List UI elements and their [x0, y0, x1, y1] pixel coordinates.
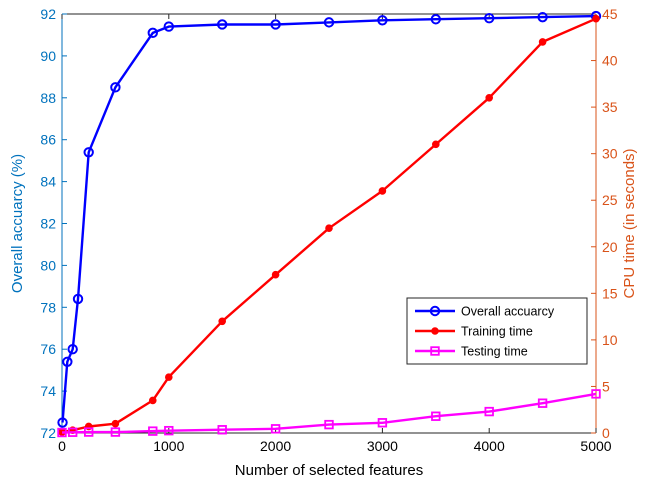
data-point-overall-accuarcy	[537, 11, 548, 23]
y-right-tick-label: 30	[602, 146, 618, 162]
y-left-tick-label: 86	[40, 132, 56, 148]
x-tick-label: 1000	[153, 438, 184, 454]
legend-marker-overall-accuarcy	[429, 305, 441, 317]
data-point-testing-time	[537, 398, 548, 408]
data-point-overall-accuarcy	[163, 21, 175, 32]
data-point-testing-time	[377, 418, 388, 428]
data-point-testing-time	[148, 426, 158, 436]
data-point-testing-time	[484, 406, 494, 417]
data-point-training-time	[485, 94, 494, 102]
y-right-tick-label: 25	[602, 192, 618, 208]
y-left-tick-label: 84	[40, 174, 56, 190]
y-left-tick-label: 82	[40, 216, 56, 232]
data-point-training-time	[592, 14, 600, 23]
y-right-tick-label: 45	[602, 6, 618, 22]
y-left-tick-label: 76	[40, 341, 56, 357]
data-point-testing-time	[57, 427, 67, 438]
y-right-tick-label: 15	[602, 285, 618, 301]
legend-marker-testing-time	[430, 346, 440, 356]
data-point-overall-accuarcy	[270, 19, 281, 30]
data-point-testing-time	[217, 425, 227, 435]
y-axis-right-title: CPU time (in seconds)	[621, 148, 638, 298]
x-axis-title: Number of selected features	[235, 462, 423, 479]
data-point-overall-accuarcy	[83, 147, 94, 158]
data-point-overall-accuarcy	[62, 356, 73, 367]
y-left-tick-label: 92	[40, 6, 56, 22]
data-point-testing-time	[110, 427, 121, 437]
data-point-testing-time	[324, 419, 334, 430]
data-point-testing-time	[84, 427, 94, 437]
y-left-tick-label: 78	[40, 299, 56, 315]
y-right-tick-label: 0	[602, 425, 610, 441]
legend: Overall accuarcy Training time Testing tim…	[406, 297, 588, 365]
legend-label-overall-accuarcy: Overall accuarcy	[461, 305, 555, 319]
x-tick-label: 3000	[367, 438, 398, 454]
data-point-training-time	[148, 396, 157, 405]
data-point-training-time	[325, 224, 333, 232]
x-tick-label: 0	[58, 438, 66, 454]
data-point-overall-accuarcy	[377, 15, 388, 26]
data-point-training-time	[165, 373, 173, 381]
y-left-tick-label: 90	[40, 48, 56, 64]
y-right-tick-label: 5	[602, 378, 610, 394]
data-point-training-time	[218, 317, 226, 326]
y-left-tick-label: 80	[40, 257, 56, 273]
data-point-overall-accuarcy	[72, 293, 84, 305]
series-testing-time	[57, 389, 601, 438]
y-axis-left-title: Overall accuarcy (%)	[9, 154, 26, 293]
legend-label-training-time: Training time	[461, 325, 533, 339]
x-tick-label: 5000	[580, 438, 611, 454]
data-point-overall-accuarcy	[147, 27, 158, 39]
legend-label-testing-time: Testing time	[461, 345, 528, 359]
y-left-tick-label: 88	[40, 90, 56, 106]
series-line-training-time	[61, 17, 597, 434]
data-point-overall-accuarcy	[484, 12, 495, 24]
data-point-overall-accuarcy	[57, 417, 68, 428]
data-point-training-time	[271, 270, 280, 279]
y-right-tick-label: 20	[602, 239, 618, 255]
series-layer	[57, 10, 602, 438]
data-point-overall-accuarcy	[110, 82, 121, 93]
data-point-testing-time	[431, 411, 441, 421]
x-tick-label: 4000	[474, 438, 505, 454]
series-training-time	[58, 14, 600, 436]
plot-frame	[61, 13, 597, 434]
x-tick-label: 2000	[260, 438, 291, 454]
axis-titles: Number of selected features Overall accu…	[9, 148, 638, 479]
data-point-testing-time	[591, 389, 601, 399]
data-point-overall-accuarcy	[67, 344, 78, 355]
data-point-testing-time	[67, 427, 78, 437]
data-point-training-time	[432, 140, 440, 149]
data-point-overall-accuarcy	[217, 19, 228, 30]
data-point-overall-accuarcy	[430, 14, 441, 25]
y-right-tick-label: 35	[602, 99, 618, 115]
y-left-tick-label: 72	[40, 425, 56, 441]
data-point-training-time	[111, 419, 120, 428]
data-point-training-time	[538, 38, 547, 46]
data-point-overall-accuarcy	[323, 17, 335, 28]
data-point-testing-time	[270, 424, 281, 434]
legend-marker-training-time	[431, 327, 439, 335]
series-overall-accuarcy	[57, 10, 602, 428]
series-line-testing-time	[61, 392, 597, 434]
data-point-testing-time	[164, 425, 174, 436]
data-point-training-time	[378, 187, 387, 195]
y-left-tick-label: 74	[40, 383, 56, 399]
y-right-tick-label: 10	[602, 332, 618, 348]
y-right-tick-label: 40	[602, 53, 618, 69]
series-line-overall-accuarcy	[61, 14, 597, 423]
